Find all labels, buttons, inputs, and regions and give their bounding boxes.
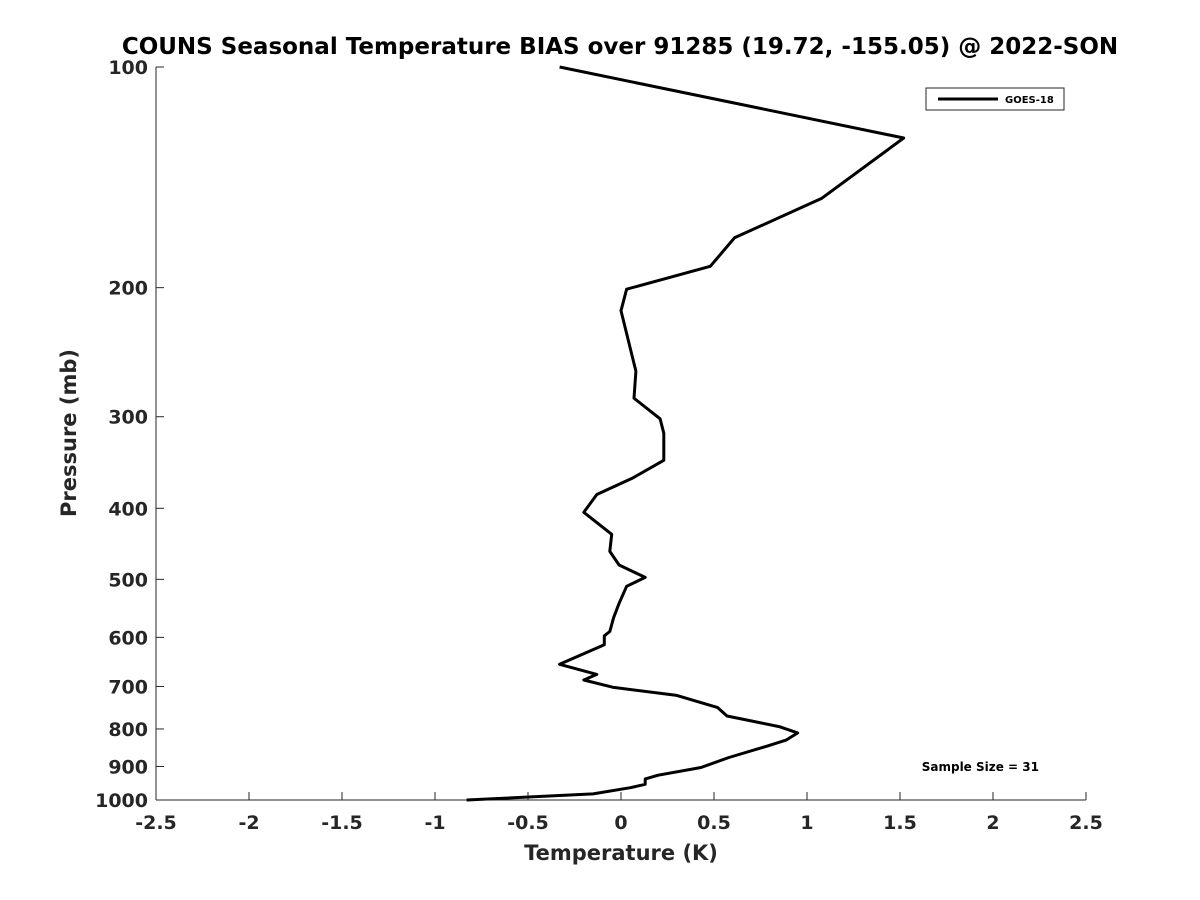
series-line-goes-18	[466, 65, 906, 802]
y-tick-label: 800	[108, 719, 148, 741]
y-tick-label: 200	[108, 278, 148, 300]
series-layer	[466, 65, 906, 802]
plot-axes	[155, 67, 1086, 801]
y-tick-label: 400	[108, 498, 148, 520]
x-tick-label: 2	[986, 812, 999, 834]
x-tick-label: 2.5	[1069, 812, 1103, 834]
sample-size-annotation: Sample Size = 31	[922, 760, 1039, 774]
x-tick-label: -1	[424, 812, 445, 834]
legend: GOES-18	[925, 87, 1065, 111]
x-ticks: -2.5 -2 -1.5 -1 -0.5 0 0.5 1 1.5 2 2.5	[135, 792, 1103, 834]
x-tick-label: 1	[800, 812, 813, 834]
y-tick-label: 100	[108, 57, 148, 79]
y-tick-label: 1000	[95, 790, 148, 812]
y-tick-label: 600	[108, 627, 148, 649]
x-tick-label: 1.5	[883, 812, 917, 834]
y-tick-label: 300	[108, 407, 148, 429]
y-ticks: 100 200 300 400 500 600 700 800 900 1000	[95, 57, 164, 812]
y-tick-label: 500	[108, 569, 148, 591]
y-tick-label: 700	[108, 676, 148, 698]
x-tick-label: 0.5	[697, 812, 731, 834]
x-tick-label: -2	[238, 812, 259, 834]
chart-title: COUNS Seasonal Temperature BIAS over 912…	[122, 34, 1118, 60]
legend-label: GOES-18	[1005, 95, 1054, 106]
y-tick-label: 900	[108, 756, 148, 778]
x-tick-label: -1.5	[321, 812, 363, 834]
y-axis-label: Pressure (mb)	[57, 349, 81, 517]
x-axis-label: Temperature (K)	[524, 841, 718, 865]
x-tick-label: -0.5	[507, 812, 549, 834]
x-tick-label: -2.5	[135, 812, 177, 834]
x-tick-label: 0	[614, 812, 627, 834]
